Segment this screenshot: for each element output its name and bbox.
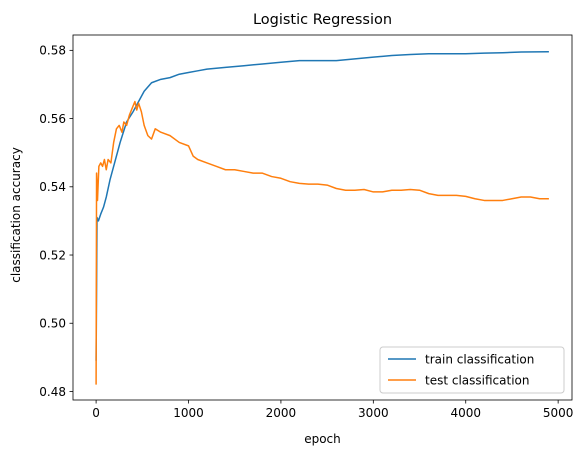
y-axis-ticks: 0.48 0.50 0.52 0.54 0.56 0.58 (39, 44, 73, 399)
x-axis-label: epoch (304, 432, 341, 446)
y-tick-label: 0.58 (39, 44, 66, 58)
x-tick-label: 5000 (543, 406, 574, 420)
y-tick-label: 0.52 (39, 248, 66, 262)
series-line-test (95, 100, 549, 385)
y-tick-label: 0.48 (39, 385, 66, 399)
plot-area (72, 34, 573, 401)
y-tick-label: 0.54 (39, 180, 66, 194)
legend-label-train: train classification (425, 352, 534, 366)
y-tick-label: 0.56 (39, 112, 66, 126)
x-tick-label: 1000 (173, 406, 204, 420)
legend: train classification test classification (379, 346, 565, 394)
x-tick-label: 0 (92, 406, 100, 420)
legend-label-test: test classification (425, 373, 529, 387)
y-axis-label: classification accuracy (9, 147, 23, 283)
x-tick-label: 3000 (358, 406, 389, 420)
legend-box (379, 346, 565, 394)
x-axis-ticks: 0 1000 2000 3000 4000 5000 (92, 400, 573, 420)
plot-background (73, 35, 572, 400)
axes-frame (72, 34, 573, 401)
y-tick-label: 0.50 (39, 317, 66, 331)
x-tick-label: 4000 (450, 406, 481, 420)
series-line-train (95, 50, 549, 361)
chart-title: Logistic Regression (253, 12, 392, 28)
x-tick-label: 2000 (266, 406, 297, 420)
